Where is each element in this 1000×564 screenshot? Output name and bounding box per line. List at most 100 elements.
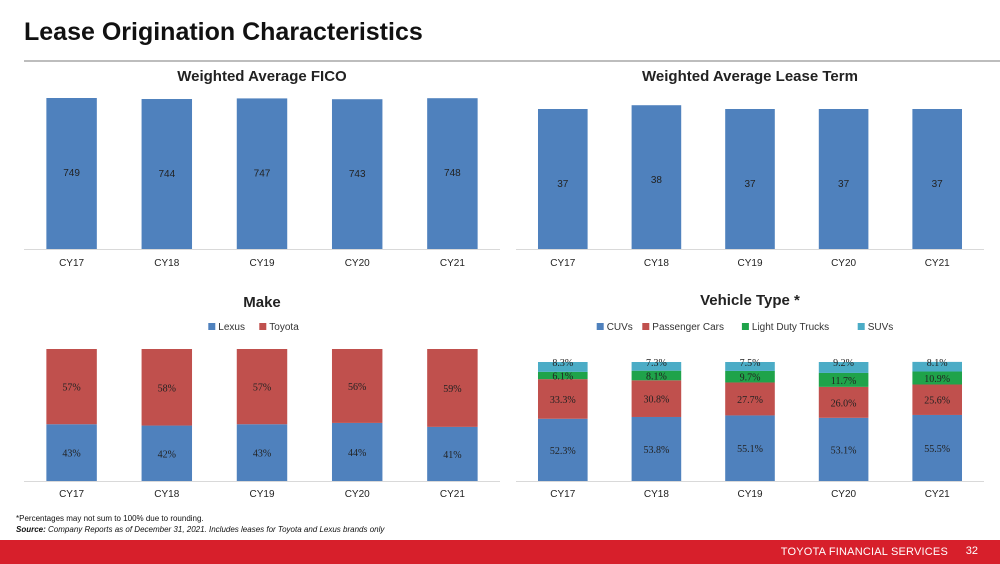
legend-swatch [208,323,216,330]
data-label: 37 [932,179,944,190]
x-tick-label: CY18 [644,258,669,269]
charts-canvas: Weighted Average FICO 749 CY17 744 CY18 747 CY… [24,68,984,500]
bar [46,98,97,249]
data-label: 57% [253,383,271,394]
bar-segment [236,349,288,425]
data-label: 30.8% [643,395,669,406]
x-tick-label: CY20 [345,489,370,500]
data-label: 8.1% [927,358,948,369]
data-label: 8.1% [646,372,667,383]
rounding-note: *Percentages may not sum to 100% due to … [16,514,204,523]
data-label: 56% [348,382,366,393]
bar-segment [818,362,869,373]
bar-segment [818,417,869,481]
legend-label: Light Duty Trucks [752,322,829,333]
bar-segment [725,382,775,416]
x-tick-label: CY19 [249,489,274,500]
bar-segment [46,424,97,481]
source-text: Company Reports as of December 31, 2021.… [48,525,385,534]
data-label: 747 [254,168,271,179]
bar-segment [427,426,478,481]
x-tick-label: CY19 [737,258,762,269]
bar-segment [631,362,682,371]
bar-segment [537,418,588,481]
bar [331,99,383,249]
legend-label: SUVs [868,322,894,333]
data-label: 33.3% [550,395,576,406]
bar-segment [912,361,963,372]
x-tick-label: CY20 [831,258,856,269]
data-label: 53.1% [831,445,857,456]
bar-segment [912,371,963,385]
data-label: 44% [348,448,366,459]
data-label: 57% [62,383,80,394]
x-tick-label: CY19 [737,489,762,500]
bar-segment [331,422,383,481]
bar-segment [818,372,869,387]
legend-swatch [857,323,865,330]
bar [631,105,682,249]
chart-title: Weighted Average Lease Term [642,68,858,85]
data-label: 748 [444,168,461,179]
data-label: 743 [349,169,366,180]
bar-segment [141,349,193,426]
x-tick-label: CY21 [925,258,950,269]
bar-segment [725,415,775,481]
data-label: 42% [158,449,176,460]
bar-segment [46,349,97,425]
bar-segment [537,379,588,419]
x-tick-label: CY17 [59,489,84,500]
data-label: 9.2% [833,358,854,369]
data-label: 43% [253,449,271,460]
data-label: 41% [443,450,461,461]
x-tick-label: CY17 [59,258,84,269]
data-label: 10.9% [924,374,950,385]
bar-segment [427,349,478,427]
x-tick-label: CY21 [440,489,465,500]
bar [818,109,869,249]
x-tick-label: CY18 [154,489,179,500]
data-label: 59% [443,384,461,395]
legend-label: Lexus [218,322,245,333]
bar [537,109,588,249]
bar [141,99,193,249]
title-divider [24,60,1000,62]
bar [725,109,775,249]
data-label: 7.3% [646,358,667,369]
data-label: 744 [158,169,175,180]
chart-title: Make [243,294,281,311]
data-label: 26.0% [831,398,857,409]
data-label: 9.7% [740,373,761,384]
data-label: 37 [557,179,569,190]
legend-swatch [642,323,650,330]
legend-label: Toyota [269,322,299,333]
data-label: 6.1% [552,372,573,383]
legend-label: CUVs [607,322,633,333]
bar-segment [631,370,682,381]
page-title: Lease Origination Characteristics [24,18,423,46]
bar-segment [537,362,588,372]
legend-swatch [596,323,604,330]
source-label: Source: [16,525,46,534]
legend-swatch [259,323,267,330]
bar-segment [912,384,963,415]
x-tick-label: CY18 [154,258,179,269]
footer-brand: TOYOTA FINANCIAL SERVICES [780,546,948,558]
bar-segment [537,371,588,380]
x-tick-label: CY17 [550,489,575,500]
data-label: 43% [62,449,80,460]
bar-segment [236,424,288,481]
chart-title: Vehicle Type * [700,292,800,309]
x-tick-label: CY18 [644,489,669,500]
bar [912,109,963,249]
x-tick-label: CY21 [925,489,950,500]
data-label: 38 [651,175,663,186]
x-tick-label: CY17 [550,258,575,269]
data-label: 53.8% [643,445,669,456]
x-tick-label: CY20 [345,258,370,269]
bar-segment [631,380,682,417]
source-note: Source: Company Reports as of December 3… [16,525,384,534]
data-label: 749 [63,168,80,179]
data-label: 7.5% [740,358,761,369]
chart-title: Weighted Average FICO [177,68,347,85]
